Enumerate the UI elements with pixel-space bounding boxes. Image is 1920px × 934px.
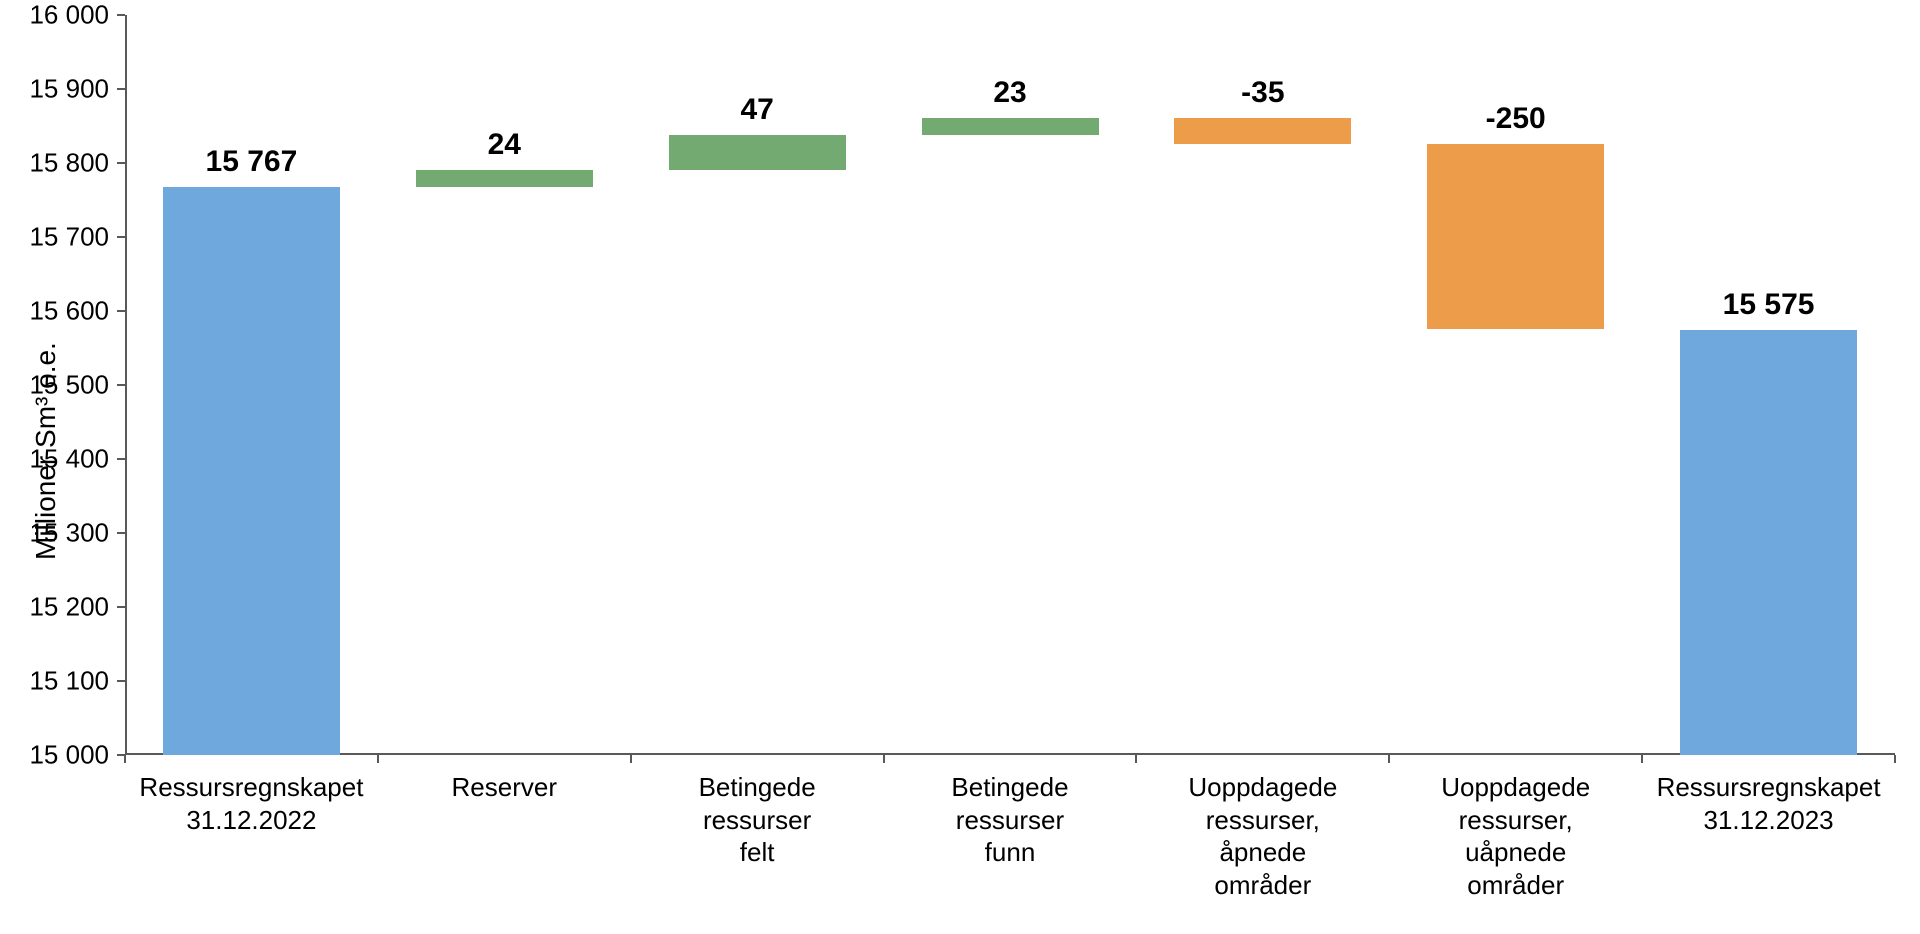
x-category-label: Uoppdagederessurser,åpnedeområder bbox=[1136, 771, 1389, 901]
y-tick-label: 15 000 bbox=[24, 740, 109, 771]
x-category-label: Reserver bbox=[378, 771, 631, 804]
x-category-label: Uoppdagederessurser,uåpnedeområder bbox=[1389, 771, 1642, 901]
y-tick-mark bbox=[117, 162, 125, 164]
waterfall-chart: Millioner Sm³ o.e. 15 00015 10015 20015 … bbox=[0, 0, 1920, 934]
x-category-label: Ressursregnskapet31.12.2022 bbox=[125, 771, 378, 836]
x-tick-mark bbox=[1135, 755, 1137, 763]
x-category-label: Ressursregnskapet31.12.2023 bbox=[1642, 771, 1895, 836]
y-tick-mark bbox=[117, 310, 125, 312]
waterfall-bar bbox=[1427, 144, 1604, 329]
bar-value-label: 15 767 bbox=[206, 145, 298, 179]
y-tick-label: 15 100 bbox=[24, 666, 109, 697]
y-tick-label: 15 400 bbox=[24, 444, 109, 475]
y-tick-label: 15 300 bbox=[24, 518, 109, 549]
waterfall-bar bbox=[1680, 330, 1857, 756]
y-tick-label: 15 600 bbox=[24, 296, 109, 327]
y-tick-mark bbox=[117, 384, 125, 386]
x-category-label: Betingederessurserfunn bbox=[884, 771, 1137, 869]
waterfall-bar bbox=[163, 187, 340, 755]
x-tick-mark bbox=[124, 755, 126, 763]
y-tick-label: 15 800 bbox=[24, 148, 109, 179]
y-tick-mark bbox=[117, 236, 125, 238]
x-category-label: Betingederessurserfelt bbox=[631, 771, 884, 869]
bar-value-label: -35 bbox=[1241, 76, 1284, 110]
y-tick-label: 15 500 bbox=[24, 370, 109, 401]
y-tick-label: 15 900 bbox=[24, 74, 109, 105]
y-tick-mark bbox=[117, 680, 125, 682]
y-tick-mark bbox=[117, 606, 125, 608]
y-tick-mark bbox=[117, 532, 125, 534]
x-tick-mark bbox=[1388, 755, 1390, 763]
bar-value-label: 23 bbox=[993, 76, 1026, 110]
y-tick-label: 15 200 bbox=[24, 592, 109, 623]
bar-value-label: 24 bbox=[488, 128, 521, 162]
bar-value-label: -250 bbox=[1486, 102, 1546, 136]
bar-value-label: 47 bbox=[740, 93, 773, 127]
waterfall-bar bbox=[1174, 118, 1351, 144]
x-tick-mark bbox=[1641, 755, 1643, 763]
x-tick-mark bbox=[1894, 755, 1896, 763]
waterfall-bar bbox=[669, 135, 846, 170]
waterfall-bar bbox=[922, 118, 1099, 135]
y-tick-label: 16 000 bbox=[24, 0, 109, 31]
waterfall-bar bbox=[416, 170, 593, 188]
y-tick-mark bbox=[117, 88, 125, 90]
bar-value-label: 15 575 bbox=[1723, 288, 1815, 322]
y-tick-mark bbox=[117, 14, 125, 16]
y-tick-label: 15 700 bbox=[24, 222, 109, 253]
x-tick-mark bbox=[377, 755, 379, 763]
y-tick-mark bbox=[117, 458, 125, 460]
x-tick-mark bbox=[883, 755, 885, 763]
x-tick-mark bbox=[630, 755, 632, 763]
